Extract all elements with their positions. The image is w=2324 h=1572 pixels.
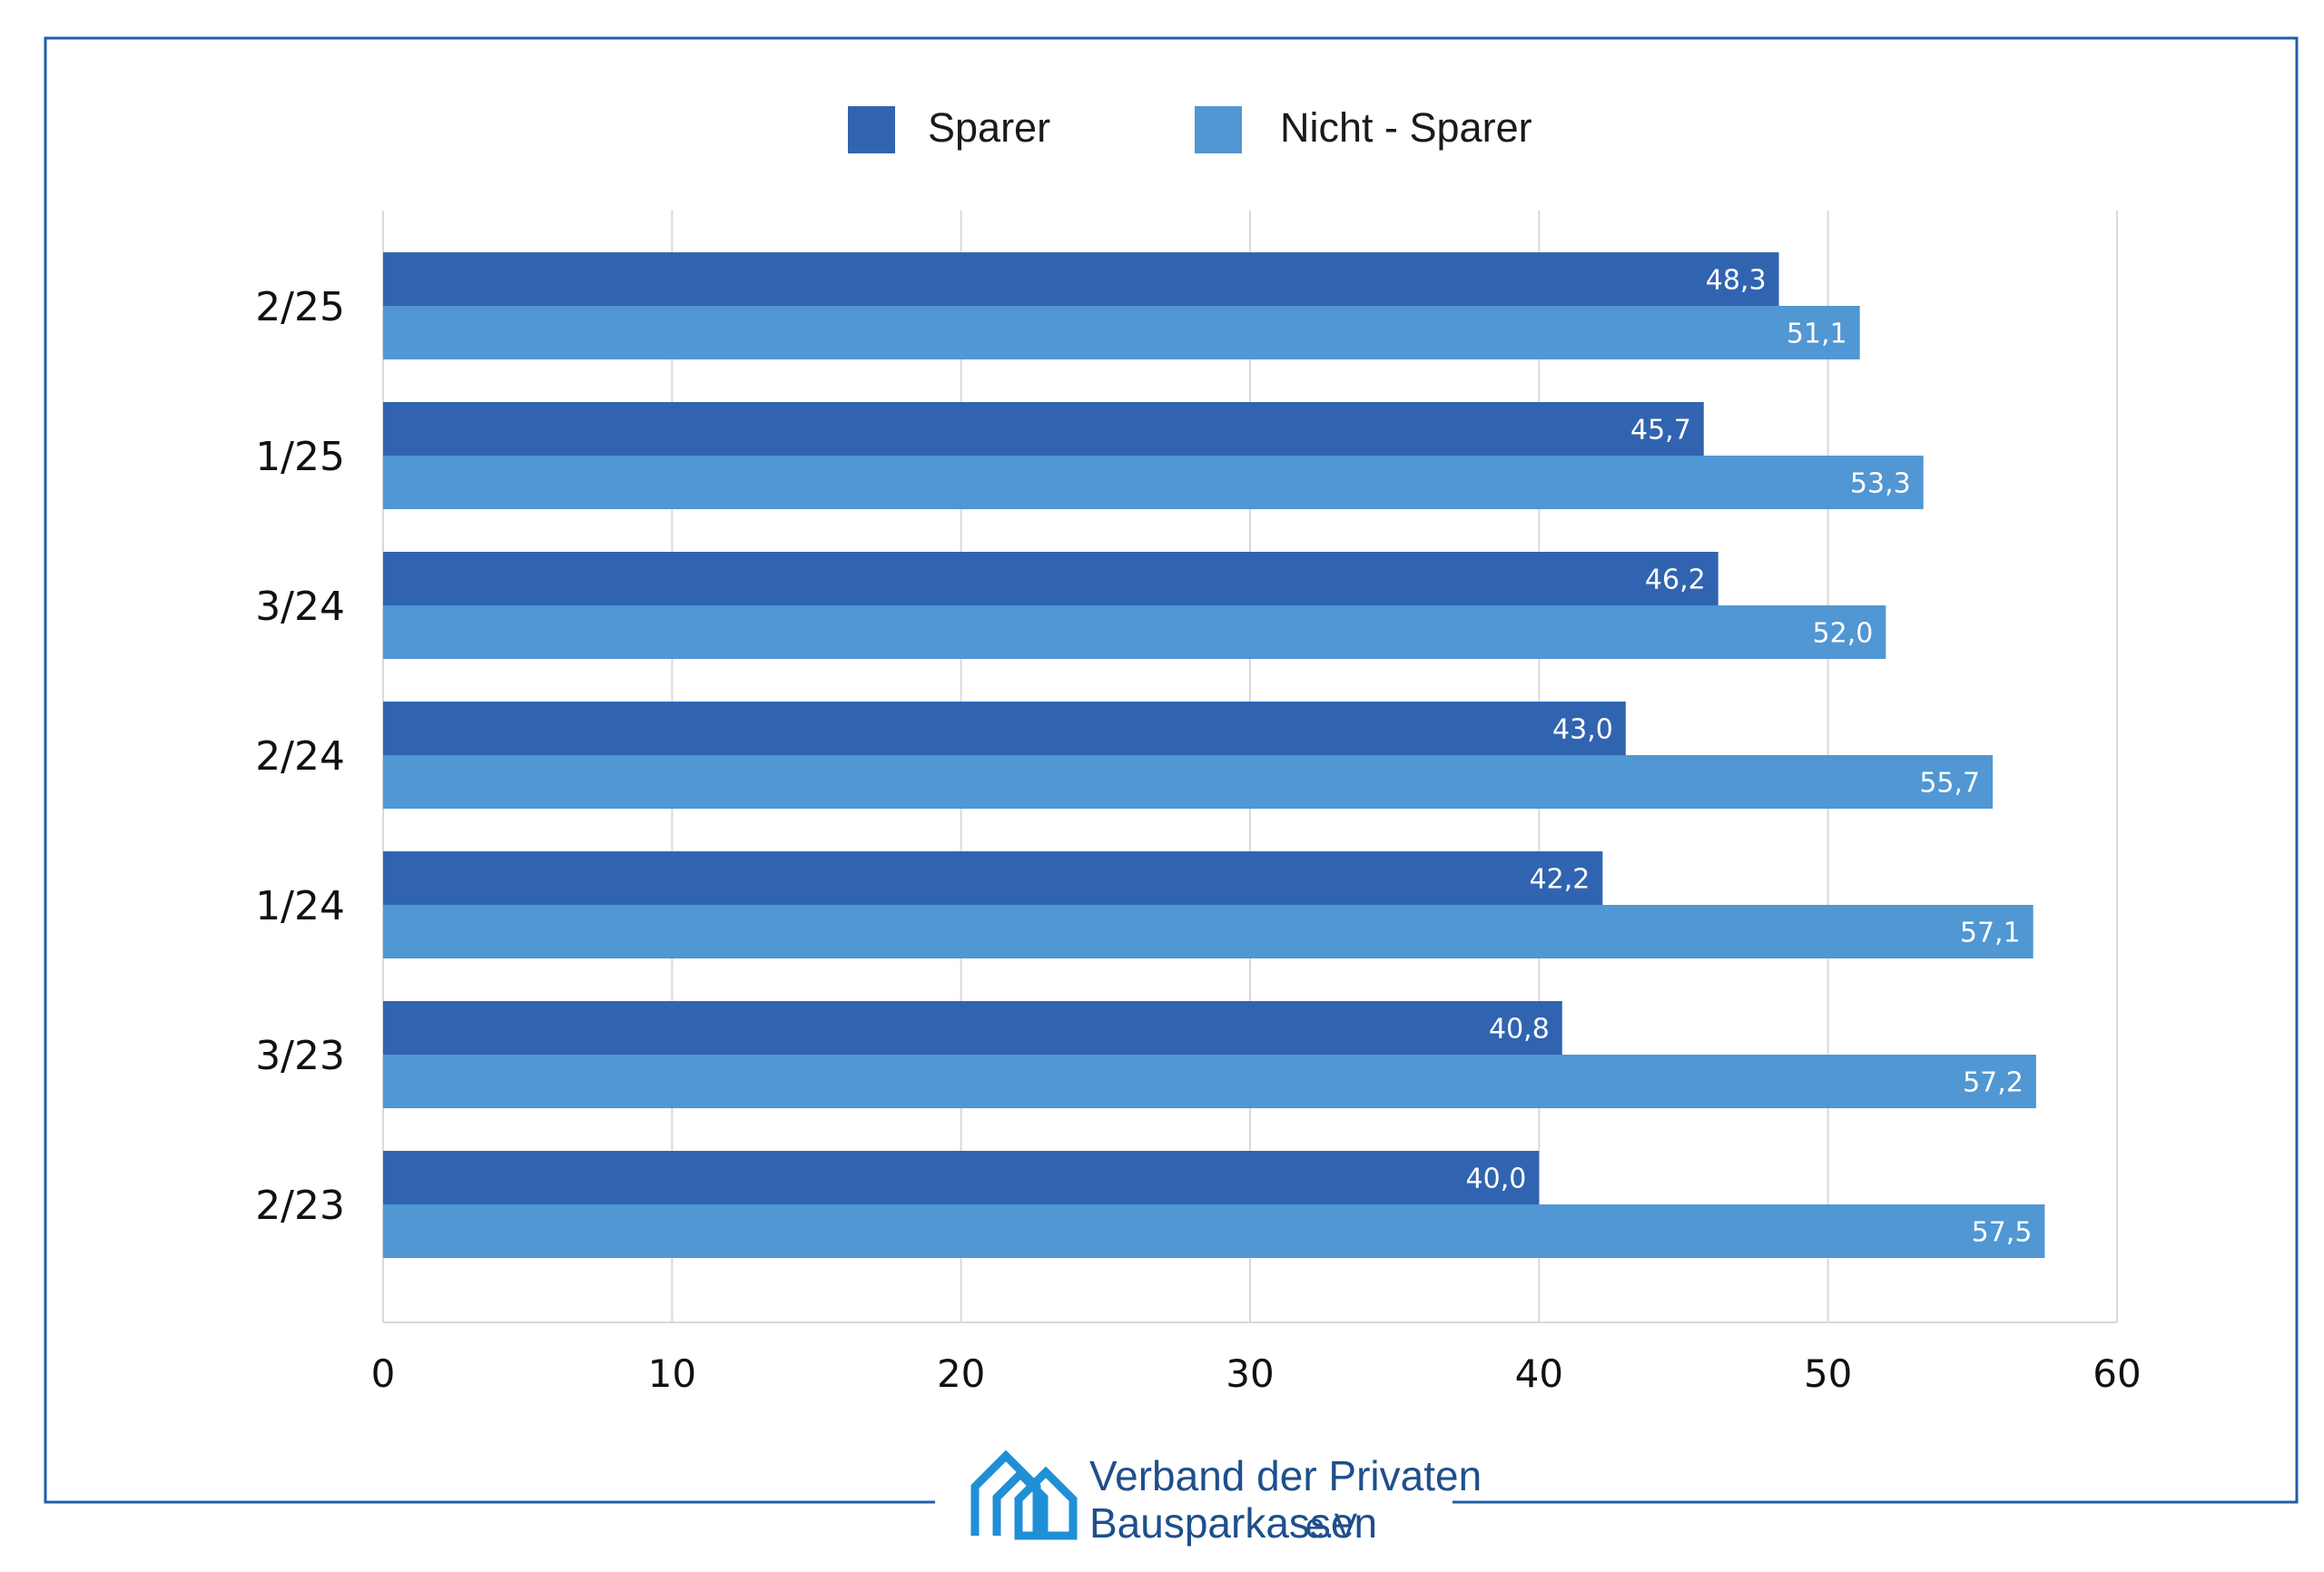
bar-nicht-sparer (383, 1055, 2036, 1108)
x-tick-label: 40 (1515, 1351, 1563, 1396)
bar-sparer (383, 402, 1704, 456)
category-label: 2/25 (255, 284, 345, 330)
bars (383, 252, 2045, 1258)
bar-nicht-sparer (383, 456, 1924, 509)
bar-value-label: 42,2 (1530, 864, 1590, 896)
logo-text-line1: Verband der Privaten (1089, 1452, 1482, 1499)
x-tick-label: 20 (937, 1351, 985, 1396)
logo-text-suffix: e.V. (1305, 1508, 1364, 1546)
x-tick-label: 10 (648, 1351, 696, 1396)
value-labels: 48,3 51,1 45,7 53,3 46,2 52,0 43,0 55,7 42,2 57,1… (1466, 265, 2033, 1249)
bar-value-label: 40,0 (1466, 1164, 1527, 1195)
vdpb-logo: Verband der Privaten Bausparkassen e.V. (970, 1449, 1482, 1547)
x-axis-ticks: 0 10 20 30 40 50 60 (371, 1351, 2142, 1396)
bar-sparer (383, 252, 1779, 306)
bar-nicht-sparer (383, 905, 2034, 958)
legend-label-nicht-sparer: Nicht - Sparer (1280, 104, 1532, 151)
bar-sparer (383, 1151, 1540, 1204)
bar-sparer (383, 552, 1718, 605)
x-tick-label: 30 (1226, 1351, 1274, 1396)
bar-nicht-sparer (383, 306, 1860, 359)
bar-sparer (383, 1001, 1562, 1055)
x-tick-label: 0 (371, 1351, 396, 1396)
bar-value-label: 53,3 (1850, 468, 1911, 500)
category-label: 3/23 (255, 1033, 345, 1079)
bar-value-label: 52,0 (1813, 618, 1874, 650)
bar-nicht-sparer (383, 1204, 2045, 1258)
bar-value-label: 57,2 (1963, 1067, 2024, 1099)
bar-sparer (383, 851, 1603, 905)
legend-swatch-nicht-sparer (1195, 106, 1242, 153)
category-label: 1/25 (255, 434, 345, 480)
bar-sparer (383, 702, 1626, 755)
category-labels: 2/25 1/25 3/24 2/24 1/24 3/23 2/23 (255, 284, 345, 1229)
x-tick-label: 50 (1804, 1351, 1852, 1396)
bar-nicht-sparer (383, 605, 1886, 659)
category-label: 1/24 (255, 883, 345, 929)
x-tick-label: 60 (2093, 1351, 2141, 1396)
bar-value-label: 48,3 (1706, 265, 1767, 297)
legend-swatch-sparer (848, 106, 895, 153)
category-label: 2/23 (255, 1183, 345, 1229)
bar-value-label: 55,7 (1919, 768, 1980, 800)
frame-border (44, 36, 2299, 1504)
category-label: 2/24 (255, 733, 345, 780)
legend: Sparer Nicht - Sparer (848, 104, 1532, 153)
bar-value-label: 46,2 (1645, 565, 1706, 596)
bar-value-label: 40,8 (1489, 1014, 1550, 1046)
house-logo-icon (970, 1449, 1078, 1540)
bar-value-label: 57,5 (1972, 1217, 2033, 1249)
bar-nicht-sparer (383, 755, 1994, 809)
bar-value-label: 43,0 (1552, 714, 1613, 746)
category-label: 3/24 (255, 584, 345, 630)
bar-value-label: 57,1 (1960, 918, 2021, 949)
logo-text-line2: Bausparkassen (1089, 1499, 1377, 1547)
legend-label-sparer: Sparer (928, 104, 1050, 151)
bar-value-label: 45,7 (1630, 415, 1691, 447)
bar-value-label: 51,1 (1787, 319, 1847, 350)
